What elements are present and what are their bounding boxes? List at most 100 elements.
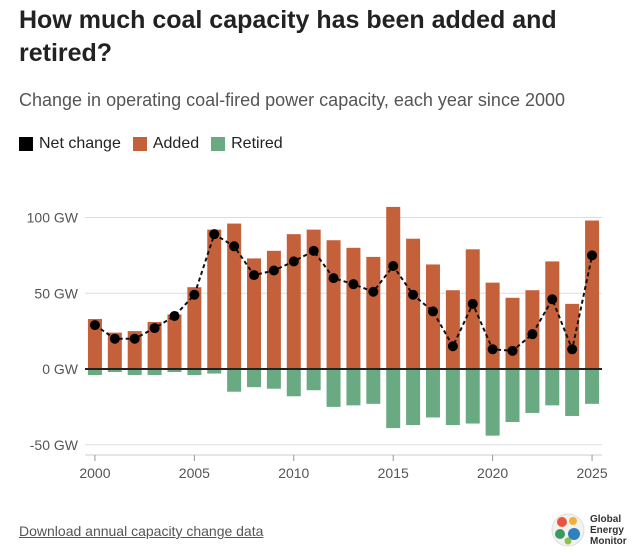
- net-change-point: [487, 344, 498, 355]
- net-change-point: [288, 256, 299, 267]
- bar-added: [465, 249, 480, 369]
- net-change-point: [447, 341, 458, 352]
- net-change-point: [149, 323, 160, 334]
- bar-retired: [425, 369, 440, 418]
- bar-added: [207, 229, 222, 369]
- x-tick-label: 2025: [576, 465, 607, 481]
- bar-retired: [565, 369, 580, 416]
- net-change-point: [249, 270, 260, 281]
- net-change-point: [527, 329, 538, 340]
- bar-retired: [127, 369, 142, 376]
- net-change-point: [229, 241, 240, 252]
- bar-added: [585, 220, 600, 369]
- legend-item-added[interactable]: Added: [132, 135, 200, 153]
- bar-retired: [247, 369, 262, 388]
- y-tick-label: 50 GW: [34, 285, 78, 301]
- chart-title: How much coal capacity has been added an…: [19, 6, 557, 67]
- bar-retired: [545, 369, 560, 406]
- legend-item-retired[interactable]: Retired: [211, 135, 283, 153]
- x-tick-label: 2020: [477, 465, 508, 481]
- bar-retired: [465, 369, 480, 424]
- bar-added: [326, 240, 341, 369]
- net-change-point: [109, 333, 120, 344]
- y-tick-label: 0 GW: [42, 361, 79, 377]
- bar-retired: [525, 369, 540, 413]
- bar-added: [286, 234, 301, 369]
- bar-retired: [87, 369, 102, 376]
- bar-retired: [147, 369, 162, 376]
- net-change-point: [189, 289, 200, 300]
- legend-swatch-net: [19, 137, 33, 151]
- bar-retired: [207, 369, 222, 374]
- net-change-point: [467, 298, 478, 309]
- bar-retired: [306, 369, 321, 391]
- net-change-point: [209, 229, 220, 240]
- y-tick-label: -50 GW: [30, 437, 79, 453]
- global-energy-monitor-logo[interactable]: Global Energy Monitor: [550, 512, 627, 548]
- bar-added: [266, 250, 281, 369]
- chart-legend: Net change Added Retired: [19, 135, 295, 153]
- bar-retired: [505, 369, 520, 423]
- bar-retired: [485, 369, 500, 436]
- net-change-point: [348, 279, 359, 290]
- bar-added: [346, 247, 361, 369]
- legend-label-retired: Retired: [231, 135, 283, 152]
- bar-added: [247, 258, 262, 369]
- bar-added: [425, 264, 440, 369]
- x-tick-label: 2010: [278, 465, 309, 481]
- bar-added: [485, 282, 500, 369]
- net-change-point: [567, 344, 578, 355]
- net-change-point: [268, 265, 279, 276]
- net-change-point: [308, 245, 319, 256]
- legend-label-net: Net change: [39, 135, 121, 152]
- bar-added: [445, 290, 460, 369]
- coal-capacity-chart: -50 GW 0 GW 50 GW 100 GW 2000 2005 2010 2015 202…: [27, 206, 608, 481]
- legend-swatch-retired: [211, 137, 226, 151]
- bar-retired: [107, 369, 122, 373]
- bar-retired: [326, 369, 341, 407]
- bar-retired: [227, 369, 242, 392]
- bar-added: [87, 319, 102, 369]
- bar-added: [147, 322, 162, 369]
- bar-retired: [585, 369, 600, 404]
- legend-item-net[interactable]: Net change: [19, 135, 121, 153]
- bar-added: [505, 297, 520, 369]
- bar-retired: [346, 369, 361, 406]
- bar-added: [386, 206, 401, 369]
- net-change-point: [507, 345, 518, 356]
- y-tick-label: 100 GW: [27, 210, 79, 226]
- bar-retired: [366, 369, 381, 404]
- net-change-point: [328, 273, 339, 284]
- chart-subtitle: Change in operating coal-fired power cap…: [19, 90, 565, 110]
- net-change-point: [388, 260, 399, 271]
- logo-text: Global Energy Monitor: [590, 513, 627, 547]
- bar-added: [366, 256, 381, 369]
- bar-retired: [386, 369, 401, 429]
- x-tick-label: 2005: [179, 465, 210, 481]
- bar-added: [167, 314, 182, 369]
- net-change-point: [368, 286, 379, 297]
- bar-added: [306, 229, 321, 369]
- download-data-link[interactable]: Download annual capacity change data: [19, 523, 264, 539]
- bar-added: [227, 223, 242, 369]
- legend-label-added: Added: [152, 135, 200, 152]
- bar-retired: [286, 369, 301, 397]
- net-change-point: [587, 250, 598, 261]
- bar-retired: [406, 369, 421, 426]
- bar-added: [187, 287, 202, 369]
- bar-added: [406, 238, 421, 369]
- net-change-point: [169, 310, 180, 321]
- bar-retired: [445, 369, 460, 426]
- bar-retired: [187, 369, 202, 376]
- bar-retired: [266, 369, 281, 389]
- x-tick-label: 2000: [79, 465, 110, 481]
- bar-retired: [167, 369, 182, 373]
- net-change-point: [427, 306, 438, 317]
- net-change-point: [89, 320, 100, 331]
- legend-swatch-added: [132, 137, 147, 151]
- globe-icon: [551, 513, 585, 547]
- net-change-point: [547, 294, 558, 305]
- net-change-point: [129, 333, 140, 344]
- x-tick-label: 2015: [378, 465, 409, 481]
- net-change-point: [408, 289, 419, 300]
